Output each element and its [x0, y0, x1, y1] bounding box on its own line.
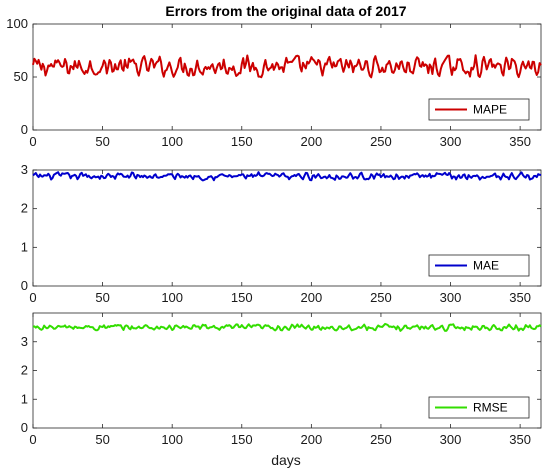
x-tick-label: 150 [231, 432, 253, 447]
x-tick-label: 300 [440, 432, 462, 447]
y-tick-label: 0 [21, 420, 28, 435]
x-tick-label: 250 [370, 134, 392, 149]
y-tick-label: 0 [21, 122, 28, 137]
y-tick-label: 1 [21, 391, 28, 406]
x-tick-label: 0 [29, 290, 36, 305]
mape-legend: MAPE [428, 98, 530, 121]
y-tick-label: 3 [21, 334, 28, 349]
y-tick-label: 100 [6, 16, 28, 31]
x-tick-label: 100 [161, 290, 183, 305]
mape-series-line [32, 54, 542, 79]
mape-panel: 0 50 100 150 200 250 300 350 0 50 100 MAPE [6, 16, 542, 149]
x-tick-label: 300 [440, 134, 462, 149]
rmse-panel: 0 50 100 150 200 250 300 350 0 1 2 3 RMSE [21, 312, 542, 447]
x-tick-label: 200 [301, 134, 323, 149]
mae-panel: 0 50 100 150 200 250 300 350 0 1 2 3 MAE [21, 162, 542, 305]
x-tick-label: 50 [95, 290, 109, 305]
x-axis-label: days [271, 452, 301, 468]
x-tick-label: 350 [509, 290, 531, 305]
legend-label: RMSE [473, 401, 508, 415]
x-tick-label: 200 [301, 290, 323, 305]
x-tick-label: 250 [370, 290, 392, 305]
x-tick-label: 350 [509, 432, 531, 447]
x-tick-label: 350 [509, 134, 531, 149]
x-tick-label: 50 [95, 134, 109, 149]
mae-legend: MAE [428, 254, 530, 277]
x-tick-label: 100 [161, 432, 183, 447]
x-tick-label: 250 [370, 432, 392, 447]
legend-label: MAE [473, 259, 499, 273]
legend-box [428, 396, 530, 419]
mae-series-line [32, 171, 542, 182]
y-tick-label: 2 [21, 363, 28, 378]
legend-box [428, 254, 530, 277]
y-tick-label: 2 [21, 201, 28, 216]
x-tick-label: 100 [161, 134, 183, 149]
x-tick-label: 50 [95, 432, 109, 447]
legend-label: MAPE [473, 103, 507, 117]
chart-title: Errors from the original data of 2017 [165, 3, 406, 19]
y-tick-label: 0 [21, 278, 28, 293]
x-tick-label: 150 [231, 290, 253, 305]
y-tick-label: 1 [21, 239, 28, 254]
rmse-legend: RMSE [428, 396, 530, 419]
x-tick-label: 150 [231, 134, 253, 149]
x-tick-label: 200 [301, 432, 323, 447]
x-tick-label: 300 [440, 290, 462, 305]
y-tick-label: 3 [21, 162, 28, 177]
rmse-series-line [32, 322, 542, 332]
legend-box [428, 98, 530, 121]
y-tick-label: 50 [14, 69, 28, 84]
x-tick-label: 0 [29, 134, 36, 149]
x-tick-label: 0 [29, 432, 36, 447]
